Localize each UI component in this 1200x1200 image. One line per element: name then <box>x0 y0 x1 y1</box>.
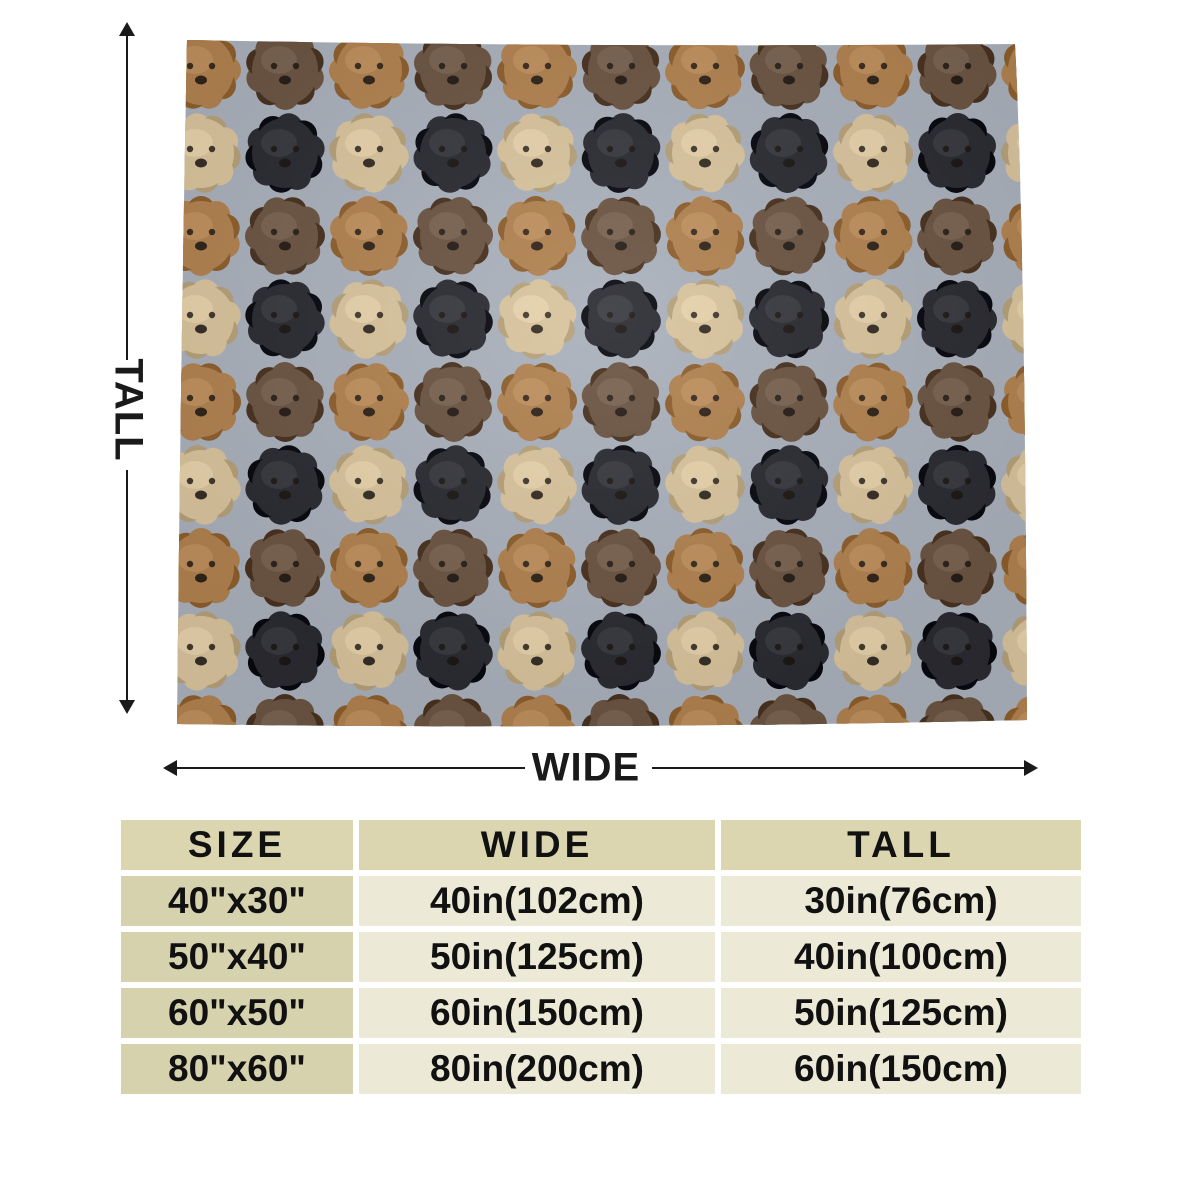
tall-cell: 30in(76cm) <box>721 876 1081 926</box>
wide-cell: 40in(102cm) <box>359 876 715 926</box>
dog-face-icon <box>498 0 577 27</box>
wide-cell: 60in(150cm) <box>359 988 715 1038</box>
dog-face-icon <box>749 0 829 26</box>
dog-face-icon <box>834 0 912 27</box>
tall-dimension-line-top <box>126 34 128 360</box>
size-cell: 40"x30" <box>121 876 353 926</box>
blanket-image <box>175 40 1030 730</box>
dog-face-icon <box>77 529 157 607</box>
size-table: SIZE WIDE TALL 40"x30" 40in(102cm) 30in(… <box>121 820 1081 1100</box>
dog-face-icon <box>413 0 493 27</box>
dog-face-icon <box>917 0 997 26</box>
table-row: 60"x50" 60in(150cm) 50in(125cm) <box>121 988 1081 1038</box>
tall-cell: 50in(125cm) <box>721 988 1081 1038</box>
size-cell: 80"x60" <box>121 1044 353 1094</box>
tall-dimension-line-bottom <box>126 470 128 702</box>
table-row: 40"x30" 40in(102cm) 30in(76cm) <box>121 876 1081 926</box>
dog-face-icon <box>330 0 409 27</box>
dog-face-icon <box>78 30 156 110</box>
size-cell: 50"x40" <box>121 932 353 982</box>
dog-face-icon <box>77 611 156 691</box>
table-row: 80"x60" 80in(200cm) 60in(150cm) <box>121 1044 1081 1094</box>
wide-cell: 50in(125cm) <box>359 932 715 982</box>
size-cell: 60"x50" <box>121 988 353 1038</box>
dog-face-icon <box>77 279 156 358</box>
dog-face-icon <box>78 694 156 774</box>
wide-arrow-left-icon <box>163 760 177 776</box>
dog-face-icon <box>1002 0 1080 27</box>
blanket-shading <box>177 40 1027 727</box>
wide-dimension-label: WIDE <box>531 745 641 790</box>
wide-arrow-right-icon <box>1024 760 1038 776</box>
tall-cell: 40in(100cm) <box>721 932 1081 982</box>
tall-cell: 60in(150cm) <box>721 1044 1081 1094</box>
table-row: 50"x40" 50in(125cm) 40in(100cm) <box>121 932 1081 982</box>
blanket-pattern <box>177 40 1027 727</box>
wide-cell: 80in(200cm) <box>359 1044 715 1094</box>
wide-dimension-line-right <box>652 767 1026 769</box>
dog-face-icon <box>77 197 157 275</box>
tall-arrow-up-icon <box>119 22 135 36</box>
dog-face-icon <box>77 0 156 27</box>
tall-arrow-down-icon <box>119 700 135 714</box>
header-size: SIZE <box>121 820 353 870</box>
header-tall: TALL <box>721 820 1081 870</box>
dog-face-icon <box>666 0 744 27</box>
header-wide: WIDE <box>359 820 715 870</box>
dog-face-icon <box>161 0 240 27</box>
size-table-header: SIZE WIDE TALL <box>121 820 1081 870</box>
wide-dimension-line-left <box>175 767 525 769</box>
dog-face-icon <box>245 0 324 27</box>
tall-dimension-label: TALL <box>106 358 151 462</box>
dog-face-icon <box>581 0 661 26</box>
dog-face-icon <box>77 113 156 192</box>
